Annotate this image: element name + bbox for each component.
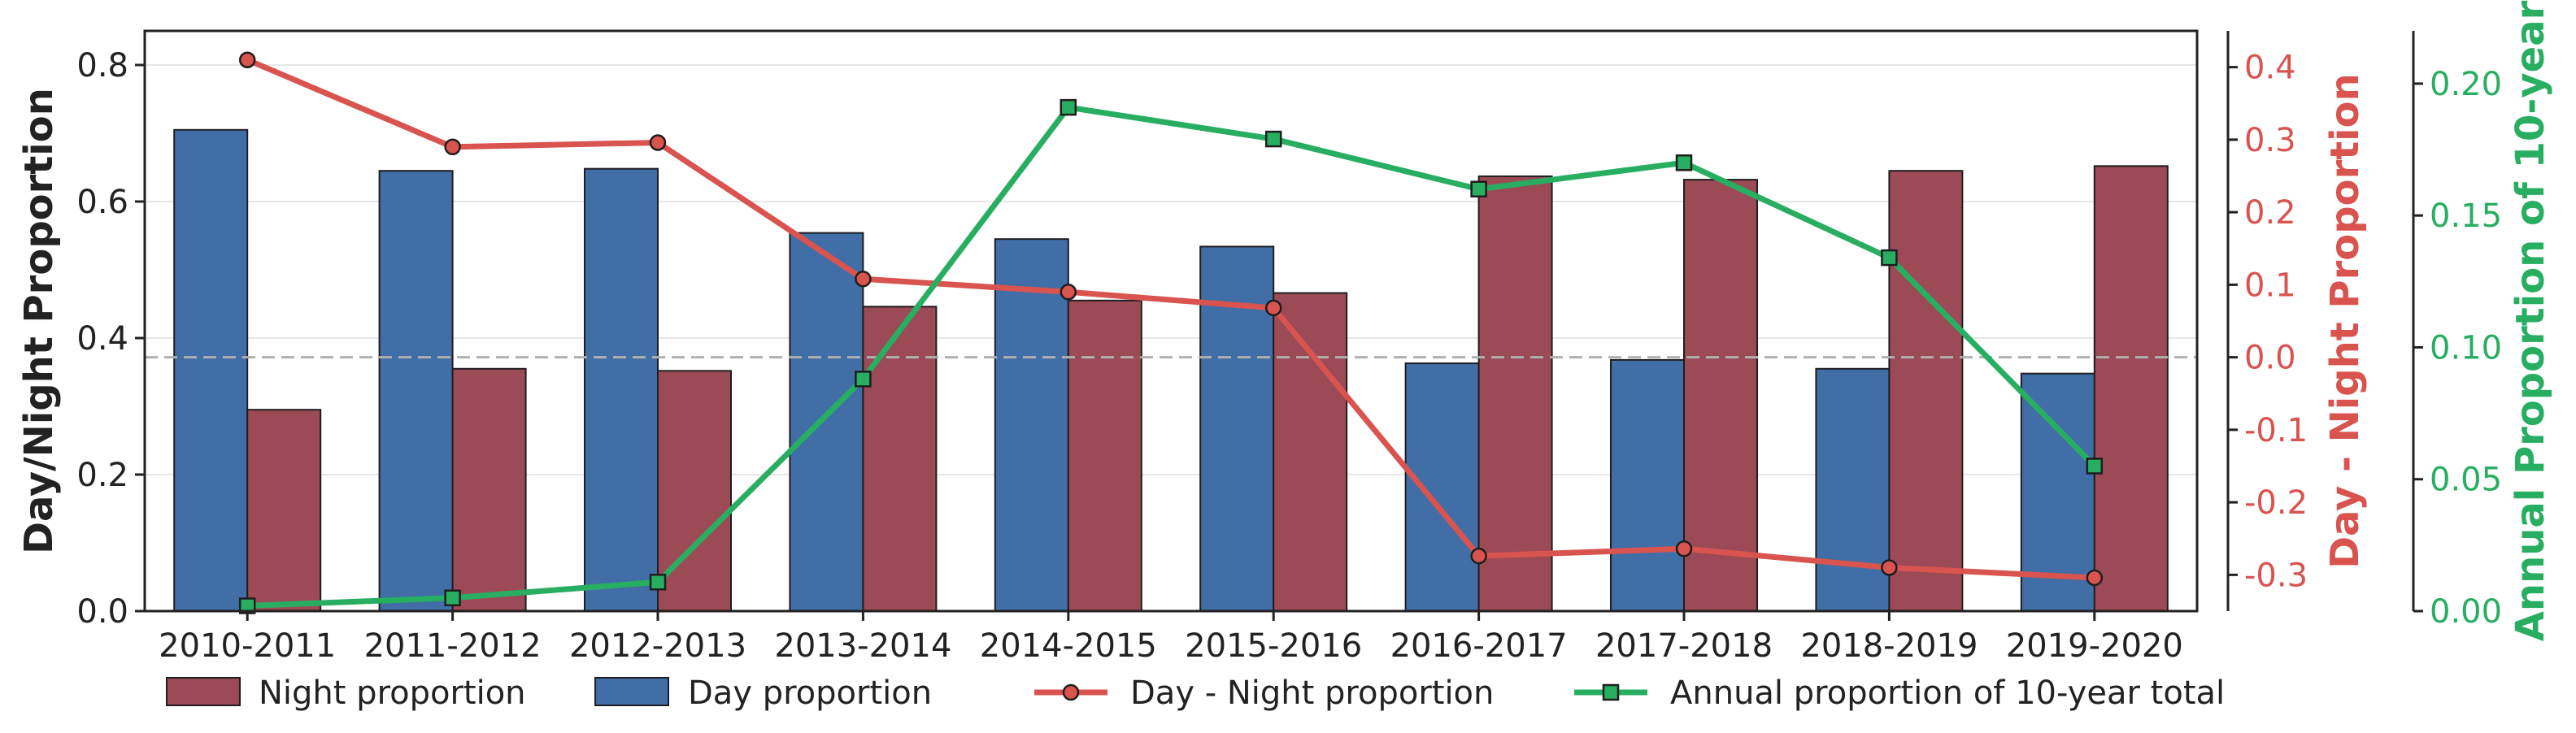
right1-tick-label: 0.0 [2244, 340, 2296, 377]
legend-swatch-day [594, 677, 669, 706]
difference-point [1264, 299, 1282, 317]
bar-day [789, 232, 864, 612]
annual-proportion-point [1675, 154, 1693, 171]
difference-point [1881, 559, 1898, 576]
difference-point [2086, 569, 2104, 587]
right2-tick-label: 0.20 [2430, 66, 2502, 103]
x-tick-label: 2018-2019 [1800, 627, 1978, 665]
x-tick-label: 2014-2015 [980, 627, 1157, 665]
annual-proportion-point [2086, 458, 2104, 475]
y-tick-label: 0.6 [76, 184, 128, 221]
plot-frame [143, 29, 2199, 613]
bar-day [1610, 358, 1685, 612]
difference-point [1675, 540, 1693, 557]
difference-point [1470, 547, 1487, 565]
right1-tick-label: 0.4 [2244, 50, 2296, 87]
y-tick-label: 0.4 [76, 320, 128, 358]
right2-tick-label: 0.00 [2430, 593, 2502, 631]
right2-tick-label: 0.15 [2430, 197, 2502, 235]
legend-label-day: Day proportion [688, 674, 932, 712]
legend-label-night: Night proportion [259, 674, 526, 712]
bar-day [994, 238, 1069, 612]
axes: 0.0 0.2 0.4 0.6 0.8 2010-2011 2011-2012 2012-20… [16, 0, 2553, 665]
right-axis-2-title: Annual Proportion of 10-year [2508, 0, 2553, 641]
right1-tick-label: -0.2 [2244, 484, 2308, 522]
bars [173, 128, 2169, 613]
x-tick-label: 2011-2012 [364, 627, 542, 665]
annual-proportion-point [1881, 249, 1898, 267]
legend-label-annual: Annual proportion of 10-year total [1670, 674, 2225, 712]
right1-tick-label: -0.3 [2244, 557, 2308, 594]
y-tick-label: 0.0 [76, 593, 128, 631]
annual-proportion-line [247, 104, 2097, 609]
x-tick-label: 2019-2020 [2006, 627, 2183, 665]
right1-tick-label: -0.1 [2244, 412, 2308, 449]
x-tick-label: 2017-2018 [1595, 627, 1773, 665]
annual-proportion-point [1060, 98, 1077, 116]
legend-marker-difference [1062, 683, 1080, 701]
bar-night [1273, 292, 1348, 612]
bar-day [1404, 362, 1480, 612]
annual-proportion-point [444, 589, 461, 607]
right1-tick-label: 0.1 [2244, 267, 2296, 304]
bar-day [584, 167, 659, 612]
y-tick-label: 0.2 [76, 457, 128, 494]
bar-night [1477, 175, 1553, 613]
bar-night [451, 367, 527, 612]
right1-tick-label: 0.3 [2244, 122, 2296, 159]
x-tick-label: 2013-2014 [774, 627, 951, 665]
bar-day [2020, 372, 2095, 612]
y-tick-label: 0.8 [76, 47, 128, 85]
difference-point [238, 51, 256, 68]
legend-swatch-night [166, 677, 241, 706]
bar-night [1683, 179, 1758, 612]
legend: Night proportion Day proportion Day - Nigh… [166, 674, 2225, 712]
y-axis-title: Day/Night Proportion [16, 88, 62, 554]
x-tick-label: 2010-2011 [159, 627, 336, 665]
day-night-difference-line [246, 57, 2095, 581]
difference-point [444, 138, 461, 156]
bar-day [378, 170, 454, 612]
annual-proportion-point [649, 574, 667, 591]
right2-tick-label: 0.05 [2430, 462, 2502, 499]
x-tick-label: 2015-2016 [1185, 627, 1362, 665]
legend-marker-annual [1602, 683, 1620, 701]
right1-tick-label: 0.2 [2244, 194, 2296, 232]
legend-label-difference: Day - Night proportion [1130, 674, 1494, 712]
bar-day [1815, 367, 1891, 612]
series-lines [238, 51, 2104, 614]
bar-night [862, 306, 938, 612]
difference-point [855, 270, 872, 288]
annual-proportion-point [855, 371, 872, 388]
bar-day [173, 128, 249, 613]
bar-night [1888, 170, 1964, 612]
right-axis-1-title: Day - Night Proportion [2322, 73, 2368, 569]
bar-night [2093, 165, 2169, 612]
annual-proportion-point [1470, 180, 1487, 197]
right2-tick-label: 0.10 [2430, 329, 2502, 366]
bar-night [246, 409, 322, 613]
difference-point [1060, 284, 1077, 301]
difference-point [649, 134, 667, 151]
x-tick-label: 2016-2017 [1390, 627, 1568, 665]
x-tick-label: 2012-2013 [569, 627, 746, 665]
annual-proportion-point [1264, 130, 1282, 148]
bar-night [1067, 299, 1142, 612]
